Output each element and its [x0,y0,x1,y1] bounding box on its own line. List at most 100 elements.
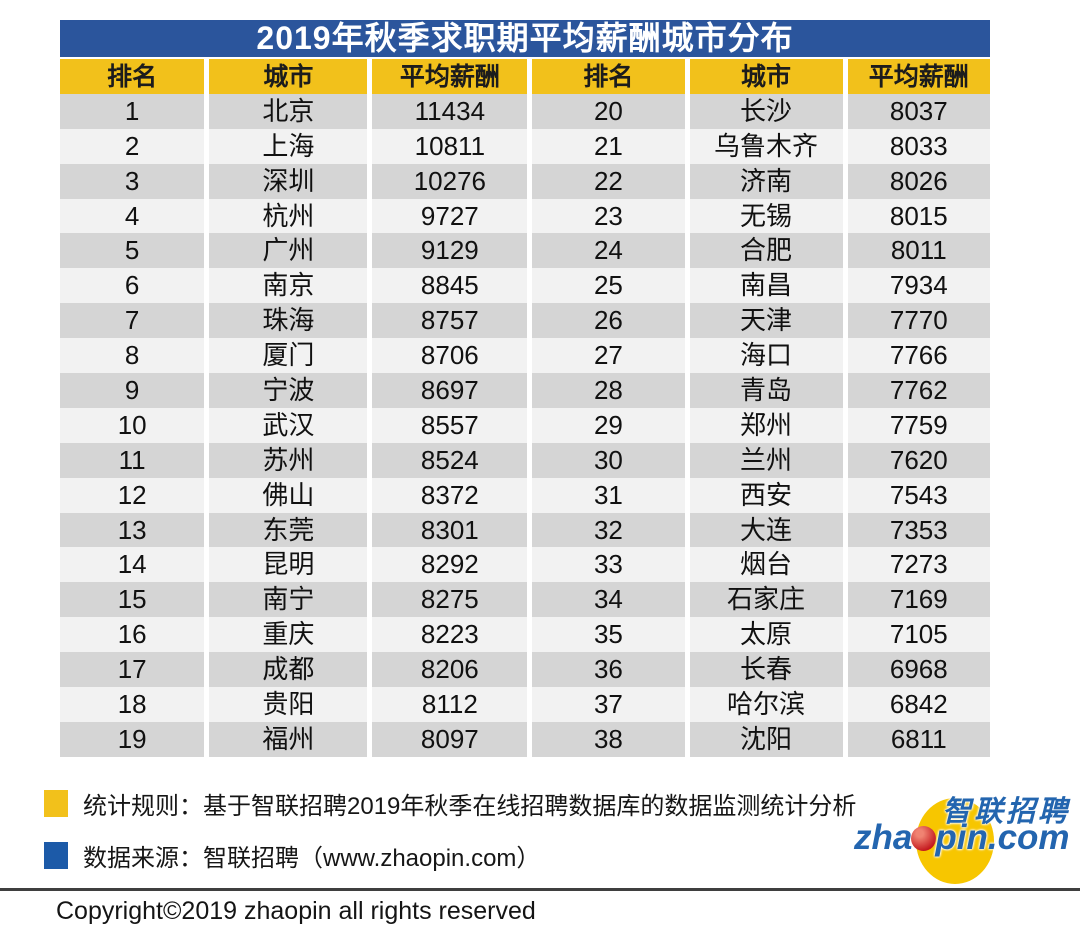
salary-cell: 6842 [847,687,990,722]
rank-cell: 37 [532,687,685,722]
city-cell: 西安 [689,477,843,513]
salary-cell: 8097 [372,721,528,757]
header-salary: 平均薪酬 [372,59,528,95]
city-cell: 南昌 [689,268,843,304]
rank-cell: 5 [60,233,205,269]
rank-cell: 33 [532,547,685,583]
zhaopin-logo: 智联招聘 zha pin.com [850,778,1072,888]
salary-cell: 9727 [372,198,528,234]
footer-divider [0,888,1080,891]
salary-cell: 8275 [372,582,528,618]
yellow-square-bullet-icon [44,790,68,817]
city-cell: 上海 [209,128,368,164]
city-cell: 北京 [209,93,368,129]
header-city: 城市 [689,59,843,95]
city-cell: 天津 [689,303,843,339]
city-cell: 苏州 [209,442,368,478]
city-cell: 哈尔滨 [689,687,843,722]
salary-cell: 8706 [372,338,528,374]
city-cell: 昆明 [209,547,368,583]
rank-cell: 21 [532,128,685,164]
rank-cell: 15 [60,582,205,618]
city-cell: 青岛 [689,373,843,408]
rank-cell: 7 [60,303,205,339]
salary-cell: 8697 [372,373,528,408]
rank-cell: 9 [60,373,205,408]
city-cell: 长沙 [689,93,843,129]
salary-cell: 8206 [372,652,528,688]
blue-square-bullet-icon [44,842,68,869]
rank-cell: 27 [532,338,685,374]
rank-cell: 13 [60,512,205,548]
city-cell: 重庆 [209,617,368,653]
logo-domain-pre: zha [854,818,913,857]
note-data-source-text: 数据来源：智联招聘（www.zhaopin.com） [83,845,541,872]
header-rank: 排名 [60,59,205,95]
salary-cell: 10811 [372,128,528,164]
salary-cell: 8011 [847,233,990,269]
city-cell: 烟台 [689,547,843,583]
rank-cell: 16 [60,617,205,653]
city-cell: 宁波 [209,373,368,408]
salary-cell: 8026 [847,163,990,199]
city-cell: 贵阳 [209,687,368,722]
salary-cell: 6968 [847,652,990,688]
city-cell: 大连 [689,512,843,548]
salary-cell: 7543 [847,477,990,513]
salary-cell: 7934 [847,268,990,304]
rank-cell: 2 [60,128,205,164]
salary-cell: 7105 [847,617,990,653]
note-data-source: 数据来源：智联招聘（www.zhaopin.com） [44,838,540,873]
rank-cell: 35 [532,617,685,653]
rank-cell: 36 [532,652,685,688]
logo-domain-post: pin.com [935,818,1070,857]
rank-cell: 28 [532,373,685,408]
city-cell: 太原 [689,617,843,653]
city-cell: 石家庄 [689,582,843,618]
salary-cell: 7766 [847,338,990,374]
rank-cell: 25 [532,268,685,304]
salary-cell: 8557 [372,407,528,443]
header-rank: 排名 [532,59,685,95]
salary-cell: 10276 [372,163,528,199]
salary-cell: 7169 [847,582,990,618]
salary-cell: 7759 [847,407,990,443]
city-cell: 东莞 [209,512,368,548]
rank-cell: 22 [532,163,685,199]
rank-cell: 19 [60,721,205,757]
note-stat-rule: 统计规则：基于智联招聘2019年秋季在线招聘数据库的数据监测统计分析 [44,786,856,821]
rank-cell: 20 [532,93,685,129]
rank-cell: 17 [60,652,205,688]
city-cell: 海口 [689,338,843,374]
logo-chinese-text: 智联招聘 [941,796,1070,828]
rank-cell: 29 [532,407,685,443]
header-salary: 平均薪酬 [847,59,990,95]
salary-cell: 9129 [372,233,528,269]
city-cell: 乌鲁木齐 [689,128,843,164]
salary-cell: 7770 [847,303,990,339]
salary-cell: 8292 [372,547,528,583]
city-cell: 兰州 [689,442,843,478]
city-cell: 沈阳 [689,721,843,757]
city-cell: 福州 [209,721,368,757]
salary-cell: 7762 [847,373,990,408]
rank-cell: 10 [60,407,205,443]
salary-cell: 6811 [847,721,990,757]
rank-cell: 11 [60,442,205,478]
city-cell: 合肥 [689,233,843,269]
salary-table: 排名 城市 平均薪酬 排名 城市 平均薪酬 1 北京 11434 20 长沙 8037 2 上海 10811… [60,59,990,757]
rank-cell: 14 [60,547,205,583]
rank-cell: 30 [532,442,685,478]
city-cell: 无锡 [689,198,843,234]
rank-cell: 31 [532,477,685,513]
city-cell: 佛山 [209,477,368,513]
city-cell: 杭州 [209,198,368,234]
rank-cell: 12 [60,477,205,513]
city-cell: 厦门 [209,338,368,374]
city-cell: 成都 [209,652,368,688]
salary-cell: 7353 [847,512,990,548]
rank-cell: 34 [532,582,685,618]
header-city: 城市 [209,59,368,95]
salary-cell: 7273 [847,547,990,583]
city-cell: 武汉 [209,407,368,443]
